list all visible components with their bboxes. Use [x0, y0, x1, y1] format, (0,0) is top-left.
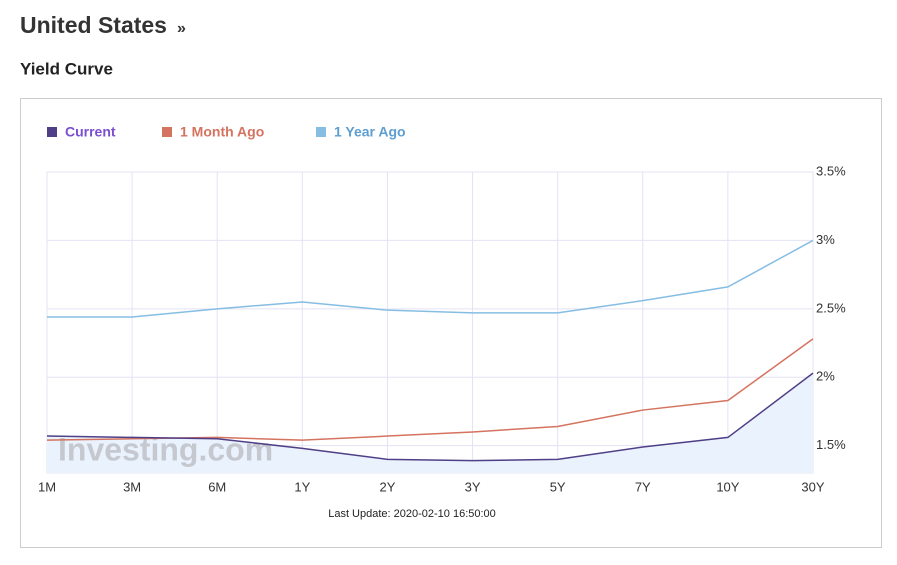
legend-swatch	[316, 127, 326, 137]
legend-label[interactable]: 1 Month Ago	[180, 124, 264, 140]
title-arrow[interactable]: »	[177, 20, 186, 37]
x-tick-label: 6M	[208, 479, 226, 494]
area	[47, 373, 813, 473]
x-tick-label: 1Y	[294, 479, 310, 494]
y-tick-label: 3.5%	[816, 163, 846, 178]
x-tick-label: 5Y	[550, 479, 566, 494]
legend-label[interactable]: 1 Year Ago	[334, 124, 406, 140]
line	[47, 239, 814, 318]
y-tick-label: 3%	[816, 232, 835, 247]
plot-area	[46, 171, 814, 474]
line	[46, 372, 814, 462]
y-tick-label: 2.5%	[816, 300, 846, 315]
x-tick-label: 10Y	[716, 479, 739, 494]
x-tick-label: 1M	[38, 479, 56, 494]
x-tick-label: 30Y	[801, 479, 824, 494]
x-tick-label: 2Y	[379, 479, 395, 494]
subtitle: Yield Curve	[20, 59, 113, 78]
y-tick-label: 1.5%	[816, 437, 846, 452]
legend-swatch	[47, 127, 57, 137]
x-tick-label: 3M	[123, 479, 141, 494]
legend-label[interactable]: Current	[65, 124, 116, 140]
footer: Last Update: 2020-02-10 16:50:00	[328, 508, 496, 520]
page-title[interactable]: United States	[20, 12, 167, 38]
x-tick-label: 3Y	[465, 479, 481, 494]
x-tick-label: 7Y	[635, 479, 651, 494]
y-tick-label: 2%	[816, 369, 835, 384]
legend-swatch	[162, 127, 172, 137]
